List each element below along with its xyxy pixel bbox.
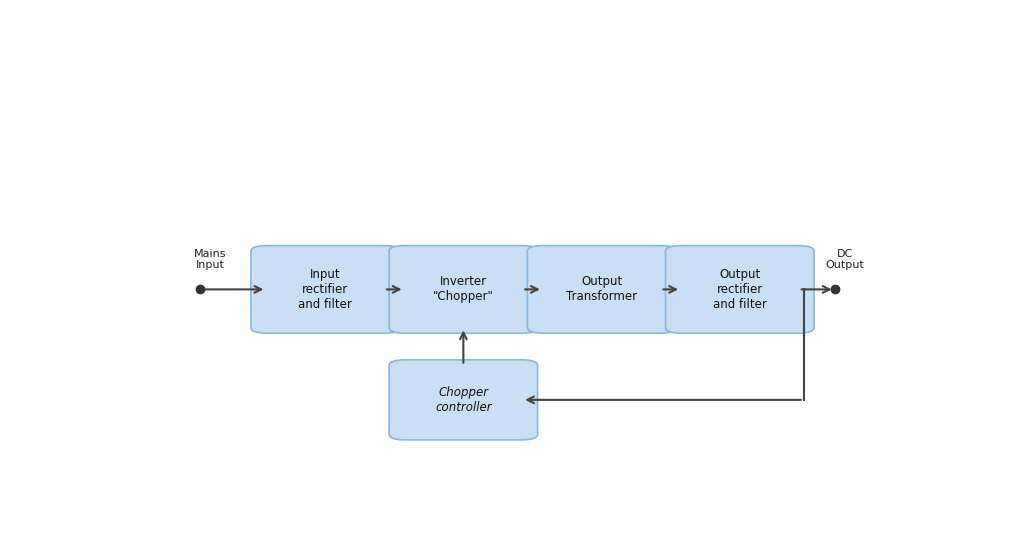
Text: Chopper
controller: Chopper controller xyxy=(435,386,492,414)
FancyBboxPatch shape xyxy=(389,360,538,440)
Text: Inverter
"Chopper": Inverter "Chopper" xyxy=(433,275,494,304)
Text: DC
Output: DC Output xyxy=(825,249,864,270)
FancyBboxPatch shape xyxy=(251,246,399,333)
Text: Output
Transformer: Output Transformer xyxy=(566,275,637,304)
Text: Input
rectifier
and filter: Input rectifier and filter xyxy=(298,268,352,311)
FancyBboxPatch shape xyxy=(527,246,676,333)
Text: Output
rectifier
and filter: Output rectifier and filter xyxy=(713,268,767,311)
Text: Introduction to Switch Mode Power Supply Design: Introduction to Switch Mode Power Supply… xyxy=(62,135,962,168)
Text: Mains
Input: Mains Input xyxy=(194,249,226,270)
FancyBboxPatch shape xyxy=(389,246,538,333)
FancyBboxPatch shape xyxy=(666,246,814,333)
